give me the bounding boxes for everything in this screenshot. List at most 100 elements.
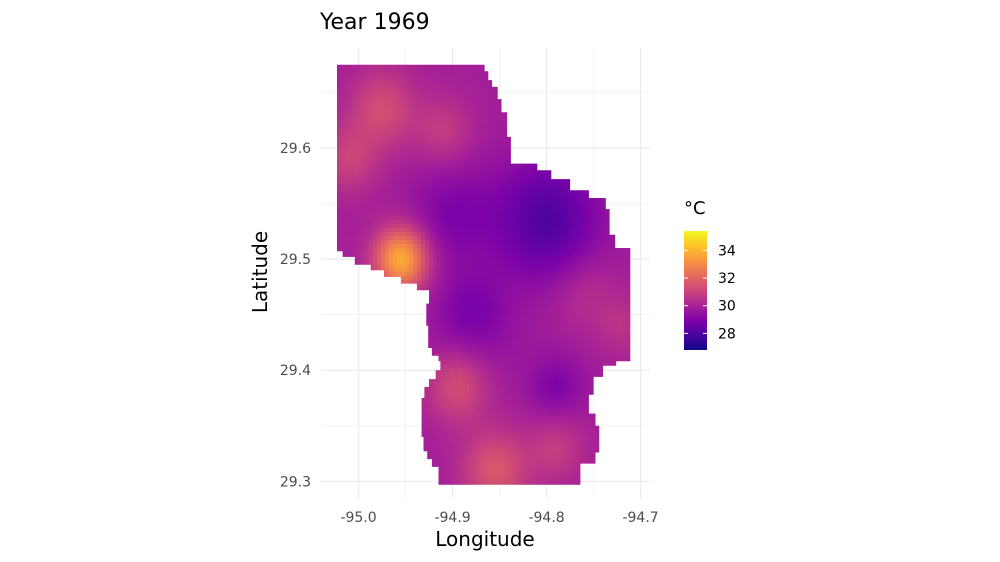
heat-cell	[449, 240, 454, 245]
heat-cell	[465, 176, 470, 181]
heat-cell	[369, 240, 374, 245]
heat-cell	[337, 148, 342, 153]
heat-cell	[481, 256, 486, 261]
heat-cell	[441, 400, 446, 405]
heat-cell	[457, 452, 462, 457]
heat-cell	[401, 144, 406, 149]
heat-cell	[413, 160, 418, 165]
heat-cell	[445, 84, 450, 89]
heat-cell	[429, 324, 434, 329]
heat-cell	[369, 300, 374, 305]
heat-cell	[433, 56, 438, 61]
heat-cell	[377, 268, 382, 273]
heat-cell	[425, 84, 430, 89]
heat-cell	[449, 464, 454, 469]
heat-cell	[469, 224, 474, 229]
heat-cell	[457, 180, 462, 185]
heat-cell	[341, 404, 346, 409]
heat-cell	[449, 136, 454, 141]
heat-cell	[469, 428, 474, 433]
heat-cell	[401, 400, 406, 405]
heat-cell	[469, 472, 474, 477]
heat-cell	[357, 176, 362, 181]
heat-cell	[389, 308, 394, 313]
heat-cell	[417, 312, 422, 317]
heat-cell	[357, 272, 362, 277]
heat-cell	[445, 468, 450, 473]
heat-cell	[329, 208, 334, 213]
heat-cell	[341, 156, 346, 161]
heat-cell	[365, 308, 370, 313]
heat-cell	[485, 308, 490, 313]
heat-cell	[389, 476, 394, 481]
heat-cell	[329, 244, 334, 249]
heat-cell	[353, 208, 358, 213]
heat-cell	[369, 140, 374, 145]
heat-cell	[341, 160, 346, 165]
heat-cell	[481, 148, 486, 153]
heat-cell	[397, 476, 402, 481]
heat-cell	[481, 436, 486, 441]
heat-cell	[493, 248, 498, 253]
heat-cell	[329, 436, 334, 441]
heat-cell	[389, 464, 394, 469]
heat-cell	[381, 88, 386, 93]
heat-cell	[353, 496, 358, 501]
heat-cell	[425, 172, 430, 177]
heat-cell	[393, 112, 398, 117]
heat-cell	[437, 260, 442, 265]
heat-cell	[469, 400, 474, 405]
heat-cell	[361, 476, 366, 481]
heat-cell	[413, 252, 418, 257]
heat-cell	[433, 88, 438, 93]
heat-cell	[445, 420, 450, 425]
heat-cell	[373, 264, 378, 269]
heat-cell	[345, 472, 350, 477]
heat-cell	[413, 404, 418, 409]
heat-cell	[373, 276, 378, 281]
heat-cell	[405, 84, 410, 89]
heat-cell	[385, 168, 390, 173]
heat-cell	[473, 264, 478, 269]
heat-cell	[361, 312, 366, 317]
heat-cell	[453, 276, 458, 281]
heat-cell	[353, 264, 358, 269]
heat-cell	[345, 292, 350, 297]
heat-cell	[465, 68, 470, 73]
heat-cell	[481, 204, 486, 209]
heat-cell	[385, 208, 390, 213]
heat-cell	[321, 224, 326, 229]
heat-cell	[425, 132, 430, 137]
heat-cell	[389, 76, 394, 81]
heat-cell	[393, 244, 398, 249]
heat-cell	[337, 252, 338, 257]
heat-cell	[457, 76, 462, 81]
heat-cell	[437, 424, 442, 429]
heat-cell	[437, 64, 442, 69]
heat-cell	[441, 416, 446, 421]
heat-cell	[345, 304, 350, 309]
heat-cell	[433, 440, 438, 445]
heat-cell	[425, 168, 430, 173]
heat-cell	[409, 120, 414, 125]
heat-cell	[401, 348, 406, 353]
heat-cell	[437, 104, 442, 109]
heat-cell	[469, 356, 474, 361]
heat-cell	[493, 252, 498, 257]
heat-cell	[493, 416, 498, 421]
heat-cell	[365, 116, 370, 121]
heat-cell	[325, 124, 330, 129]
heat-cell	[389, 400, 394, 405]
heat-cell	[421, 444, 426, 449]
heat-cell	[485, 76, 490, 81]
heat-cell	[357, 364, 362, 369]
heat-cell	[481, 288, 486, 293]
heat-cell	[401, 272, 406, 277]
heat-cell	[473, 440, 478, 445]
heat-cell	[409, 92, 414, 97]
heat-cell	[345, 156, 350, 161]
heat-cell	[481, 356, 486, 361]
heat-cell	[381, 404, 386, 409]
heat-cell	[409, 248, 414, 253]
heat-cell	[401, 168, 406, 173]
